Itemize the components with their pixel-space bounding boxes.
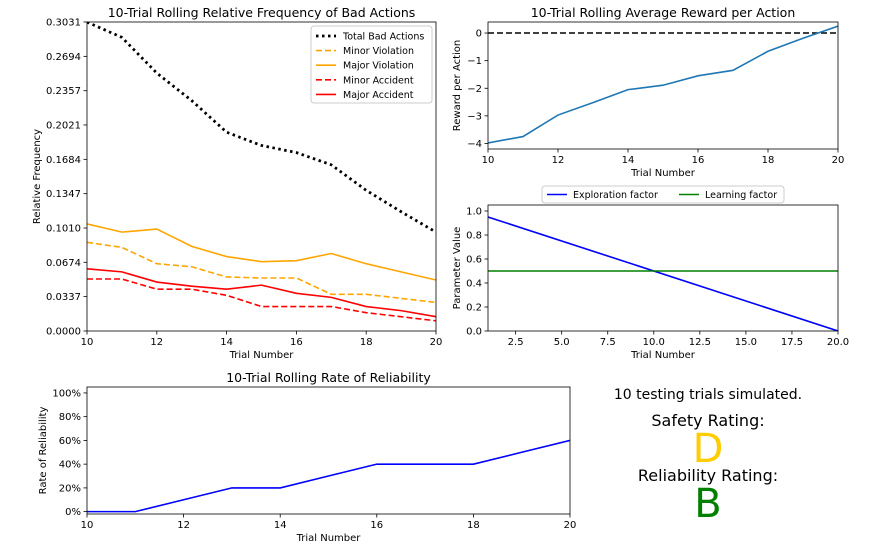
y-tick-label: 0.6 — [466, 255, 482, 266]
y-tick-label: 0.2021 — [46, 120, 81, 131]
reliability-rating-grade: B — [694, 481, 722, 527]
y-tick-label: 0.8 — [466, 231, 482, 242]
safety-rating-grade: D — [692, 426, 724, 472]
y-axis-label: Reward per Action — [452, 40, 463, 132]
chart-2: 10 12 14 16 18 20 0 −1 −2 −3 −4 10-Trial Rolling Av… — [452, 5, 844, 179]
x-tick-label: 16 — [290, 337, 303, 348]
y-axis-label: Relative Frequency — [32, 129, 43, 224]
x-axis-label: Trial Number — [229, 350, 295, 361]
x-tick-label: 2.5 — [508, 337, 524, 348]
x-tick-label: 5.0 — [554, 337, 570, 348]
legend-label: Minor Violation — [343, 46, 414, 57]
chart-3: 2.5 5.0 7.5 10.0 12.5 15.0 17.5 20.0 0.0 0.2 0.4 0.… — [452, 204, 849, 361]
axes-frame — [487, 204, 839, 332]
summary-panel: 10 testing trials simulated. Safety Rati… — [600, 382, 816, 532]
y-tick-label: 0.0337 — [46, 292, 81, 303]
x-tick-label: 18 — [762, 155, 775, 166]
series-line-minor-accident — [87, 278, 436, 322]
chart-title: 10-Trial Rolling Average Reward per Acti… — [531, 5, 796, 20]
y-tick-label: 0.4 — [466, 279, 482, 290]
x-tick-label: 17.5 — [781, 337, 803, 348]
x-axis-label: Trial Number — [296, 533, 362, 544]
x-axis-label: Trial Number — [630, 350, 696, 361]
x-tick-label: 10 — [482, 155, 495, 166]
x-tick-label: 10.0 — [643, 337, 665, 348]
x-tick-label: 20.0 — [827, 337, 849, 348]
y-tick-label: 1.0 — [466, 207, 482, 218]
chart-4: 10 12 14 16 18 20 0% 20% 40% 60% 80% 100% 10-Trial R… — [38, 370, 576, 544]
x-tick-label: 12.5 — [689, 337, 711, 348]
chart-title: 10-Trial Rolling Rate of Reliability — [226, 370, 431, 385]
series-line-1 — [87, 439, 570, 513]
x-tick-label: 10 — [81, 337, 94, 348]
series-line-1 — [488, 25, 838, 144]
x-tick-label: 18 — [467, 520, 480, 531]
legend-label: Minor Accident — [343, 75, 414, 86]
y-tick-label: 20% — [59, 483, 81, 494]
x-tick-label: 7.5 — [600, 337, 616, 348]
series-line-exploration-factor — [488, 216, 838, 331]
x-tick-label: 16 — [370, 520, 383, 531]
legend-frame — [541, 185, 785, 204]
series-line-minor-violation — [87, 241, 436, 304]
trials-simulated-text: 10 testing trials simulated. — [613, 387, 803, 403]
x-tick-label: 12 — [150, 337, 163, 348]
axes-frame — [487, 21, 839, 150]
y-axis-label: Parameter Value — [452, 227, 463, 310]
y-tick-label: 0.1010 — [46, 224, 81, 235]
x-tick-label: 14 — [220, 337, 233, 348]
series-line-major-accident — [87, 268, 436, 318]
series-line-total-bad-actions — [87, 22, 436, 234]
x-tick-label: 20 — [430, 337, 443, 348]
x-tick-label: 16 — [692, 155, 705, 166]
x-tick-label: 15.0 — [735, 337, 757, 348]
y-tick-label: 0.2694 — [46, 52, 81, 63]
series-line-major-violation — [87, 223, 436, 281]
x-tick-label: 18 — [360, 337, 373, 348]
x-tick-label: 12 — [177, 520, 190, 531]
y-tick-label: 0.0000 — [46, 327, 81, 338]
x-tick-label: 10 — [81, 520, 94, 531]
x-tick-label: 14 — [274, 520, 287, 531]
chart-1: 10 12 14 16 18 20 0.0000 0.0337 0.0674 0.1010 0.13… — [32, 5, 442, 361]
y-tick-label: 0.2357 — [46, 86, 81, 97]
legend-label: Total Bad Actions — [342, 32, 424, 43]
y-tick-label: 0% — [65, 507, 81, 518]
reliability-rating-label: Reliability Rating: — [637, 466, 779, 485]
y-tick-label: 0.3031 — [46, 18, 81, 29]
y-tick-label: −2 — [467, 84, 482, 95]
legend-label: Major Accident — [343, 90, 414, 101]
y-tick-label: 0.0 — [466, 327, 482, 338]
legend-bad-actions: Total Bad Actions Minor Violation Major Vi… — [310, 25, 433, 104]
y-axis-label: Rate of Reliability — [38, 407, 49, 495]
x-axis-label: Trial Number — [630, 168, 696, 179]
y-tick-label: 0.0674 — [46, 258, 81, 269]
axes-frame — [86, 21, 437, 332]
legend-frame — [310, 25, 433, 104]
y-tick-label: 0 — [476, 29, 482, 40]
x-tick-label: 14 — [622, 155, 635, 166]
y-tick-label: −3 — [467, 111, 482, 122]
y-tick-label: 60% — [59, 436, 81, 447]
legend-label: Major Violation — [343, 61, 414, 72]
y-tick-label: 0.1684 — [46, 155, 81, 166]
y-tick-label: 80% — [59, 412, 81, 423]
legend-label: Learning factor — [705, 190, 777, 201]
legend-label: Exploration factor — [573, 190, 658, 201]
axes-frame — [86, 386, 571, 515]
y-tick-label: 0.2 — [466, 303, 482, 314]
x-tick-label: 20 — [564, 520, 577, 531]
safety-rating-label: Safety Rating: — [651, 411, 765, 430]
y-tick-label: −1 — [467, 56, 482, 67]
chart-title: 10-Trial Rolling Relative Frequency of B… — [108, 5, 416, 20]
y-tick-label: 100% — [52, 388, 81, 399]
x-tick-label: 20 — [832, 155, 845, 166]
x-tick-label: 12 — [552, 155, 565, 166]
y-tick-label: −4 — [467, 139, 482, 150]
y-tick-label: 40% — [59, 460, 81, 471]
legend-parameters: Exploration factor Learning factor — [541, 185, 785, 204]
y-tick-label: 0.1347 — [46, 189, 81, 200]
